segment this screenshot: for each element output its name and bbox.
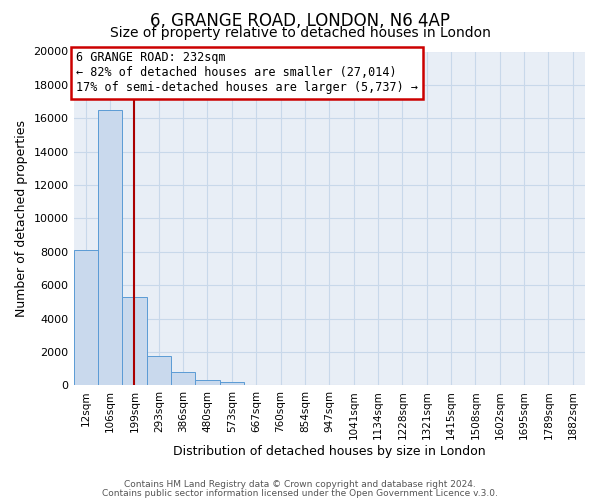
Text: 6 GRANGE ROAD: 232sqm
← 82% of detached houses are smaller (27,014)
17% of semi-: 6 GRANGE ROAD: 232sqm ← 82% of detached … <box>76 52 418 94</box>
Bar <box>196 380 220 386</box>
X-axis label: Distribution of detached houses by size in London: Distribution of detached houses by size … <box>173 444 485 458</box>
Bar <box>122 297 146 386</box>
Bar <box>74 250 98 386</box>
Bar <box>171 372 196 386</box>
Text: Size of property relative to detached houses in London: Size of property relative to detached ho… <box>110 26 490 40</box>
Bar <box>220 382 244 386</box>
Y-axis label: Number of detached properties: Number of detached properties <box>15 120 28 317</box>
Text: 6, GRANGE ROAD, LONDON, N6 4AP: 6, GRANGE ROAD, LONDON, N6 4AP <box>150 12 450 30</box>
Text: Contains public sector information licensed under the Open Government Licence v.: Contains public sector information licen… <box>102 489 498 498</box>
Text: Contains HM Land Registry data © Crown copyright and database right 2024.: Contains HM Land Registry data © Crown c… <box>124 480 476 489</box>
Bar <box>98 110 122 386</box>
Bar <box>146 356 171 386</box>
